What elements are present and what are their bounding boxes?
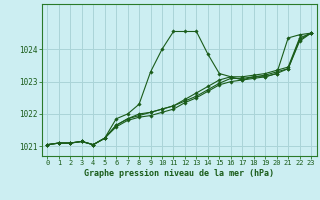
X-axis label: Graphe pression niveau de la mer (hPa): Graphe pression niveau de la mer (hPa) — [84, 169, 274, 178]
